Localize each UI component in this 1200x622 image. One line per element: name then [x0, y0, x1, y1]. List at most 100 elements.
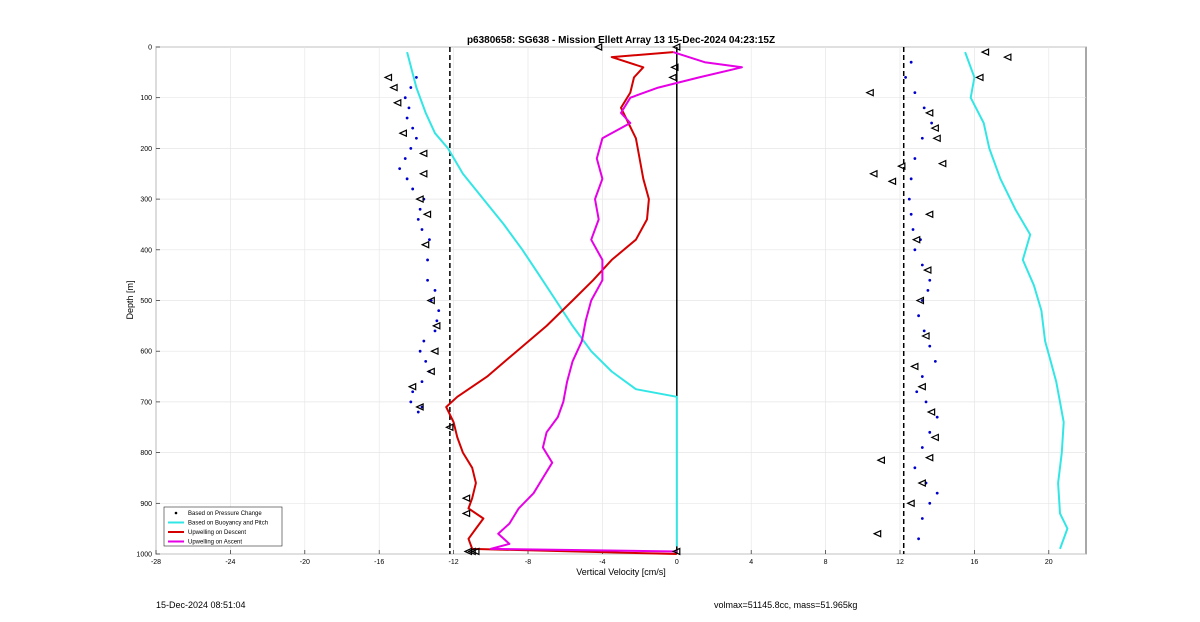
y-tick-label: 600: [140, 349, 152, 356]
series-1-point: [924, 400, 928, 404]
series-1-point: [928, 278, 932, 282]
y-tick-label: 0: [148, 45, 152, 52]
series-1-point: [907, 197, 911, 201]
x-tick-label: 20: [1045, 559, 1053, 566]
series-1-point: [418, 349, 422, 353]
series-1-point: [435, 319, 439, 323]
x-tick-label: -8: [525, 559, 531, 566]
triangle-marker: [924, 108, 934, 117]
triangle-marker: [461, 509, 471, 518]
series-1-point: [426, 258, 429, 262]
x-tick-label: -28: [151, 559, 161, 566]
x-tick-label: 4: [749, 559, 753, 566]
series-1-point: [911, 228, 915, 231]
series-1-point: [935, 415, 939, 419]
series-1-point: [416, 217, 420, 221]
series-1-point: [418, 207, 422, 211]
x-tick-label: 12: [896, 559, 904, 566]
triangle-marker: [937, 159, 947, 168]
series-1-point: [922, 106, 926, 110]
legend-box: [163, 506, 283, 547]
series-1-point: [409, 147, 413, 150]
series-1-point: [928, 344, 932, 348]
triangle-marker: [383, 73, 393, 82]
y-tick-label: 300: [140, 197, 152, 204]
triangle-marker: [917, 382, 926, 391]
triangle-marker: [930, 124, 939, 133]
triangle-marker: [426, 296, 435, 305]
triangle-marker: [463, 547, 473, 556]
x-tick-label: -24: [225, 559, 235, 566]
y-tick-label: 100: [140, 95, 152, 102]
triangle-marker: [415, 403, 424, 411]
series-1-point: [926, 288, 930, 292]
triangle-marker: [909, 362, 919, 371]
x-tick-label: 8: [824, 559, 828, 566]
triangle-marker: [924, 453, 934, 462]
triangle-marker: [461, 494, 471, 503]
series-1-point: [922, 329, 926, 333]
triangle-marker: [392, 98, 402, 107]
series-2-line-2: [964, 51, 1069, 550]
series-1-point: [928, 430, 932, 434]
triangle-marker: [431, 321, 441, 330]
triangle-marker: [917, 479, 926, 487]
series-1-point: [411, 390, 415, 394]
triangle-marker: [926, 408, 936, 416]
triangle-marker: [671, 547, 681, 556]
triangle-marker: [420, 240, 430, 249]
series-1-point: [913, 466, 917, 470]
series-1-point: [411, 126, 415, 130]
series-1-point: [920, 136, 924, 140]
triangle-marker: [896, 162, 906, 171]
series-1-point: [426, 278, 429, 282]
legend-label: Based on Buoyancy and Pitch: [188, 521, 268, 527]
triangle-marker: [924, 210, 934, 219]
series-1-point: [920, 446, 924, 449]
series-1-point: [424, 359, 428, 363]
legend-swatch: [174, 511, 178, 515]
series-1-point: [416, 410, 420, 414]
triangle-marker: [869, 169, 878, 178]
triangle-marker: [444, 423, 454, 432]
triangle-marker: [915, 296, 925, 305]
x-tick-label: 0: [675, 559, 679, 566]
series-2-line-1: [406, 51, 678, 547]
triangle-marker: [415, 195, 424, 204]
triangle-marker: [1002, 53, 1012, 62]
triangle-marker: [876, 456, 886, 465]
triangle-marker: [593, 43, 603, 51]
y-tick-label: 1000: [136, 552, 152, 559]
x-tick-label: -16: [374, 559, 384, 566]
triangle-marker: [418, 169, 428, 178]
series-1-point: [920, 375, 924, 378]
triangle-marker: [921, 332, 930, 340]
footer-volmax: volmax=51145.8cc, mass=51.965kg: [714, 600, 858, 610]
legend-label: Upwelling on Ascent: [188, 540, 242, 546]
triangle-marker: [407, 382, 417, 391]
y-axis-label: Depth [m]: [125, 280, 135, 319]
series-1-point: [405, 116, 409, 120]
series-1-point: [920, 517, 924, 520]
x-tick-label: -20: [300, 559, 310, 566]
footer-timestamp: 15-Dec-2024 08:51:04: [156, 600, 246, 610]
triangle-marker: [398, 129, 407, 138]
series-1-point: [409, 400, 413, 404]
series-1-point: [909, 60, 913, 64]
series-3-line: [445, 51, 677, 555]
series-1-point: [428, 238, 431, 242]
triangle-marker: [865, 88, 874, 97]
triangle-marker: [426, 367, 435, 376]
series-1-point: [930, 121, 934, 125]
series-1-point: [405, 177, 409, 181]
triangle-marker: [932, 134, 941, 143]
legend-label: Based on Pressure Change: [188, 511, 262, 517]
triangle-marker: [418, 149, 428, 158]
series-1-point: [904, 76, 907, 79]
triangle-marker: [975, 73, 984, 82]
triangle-marker: [389, 83, 398, 92]
series-1-point: [909, 212, 913, 216]
triangle-marker: [872, 529, 882, 538]
triangle-marker: [671, 43, 681, 51]
